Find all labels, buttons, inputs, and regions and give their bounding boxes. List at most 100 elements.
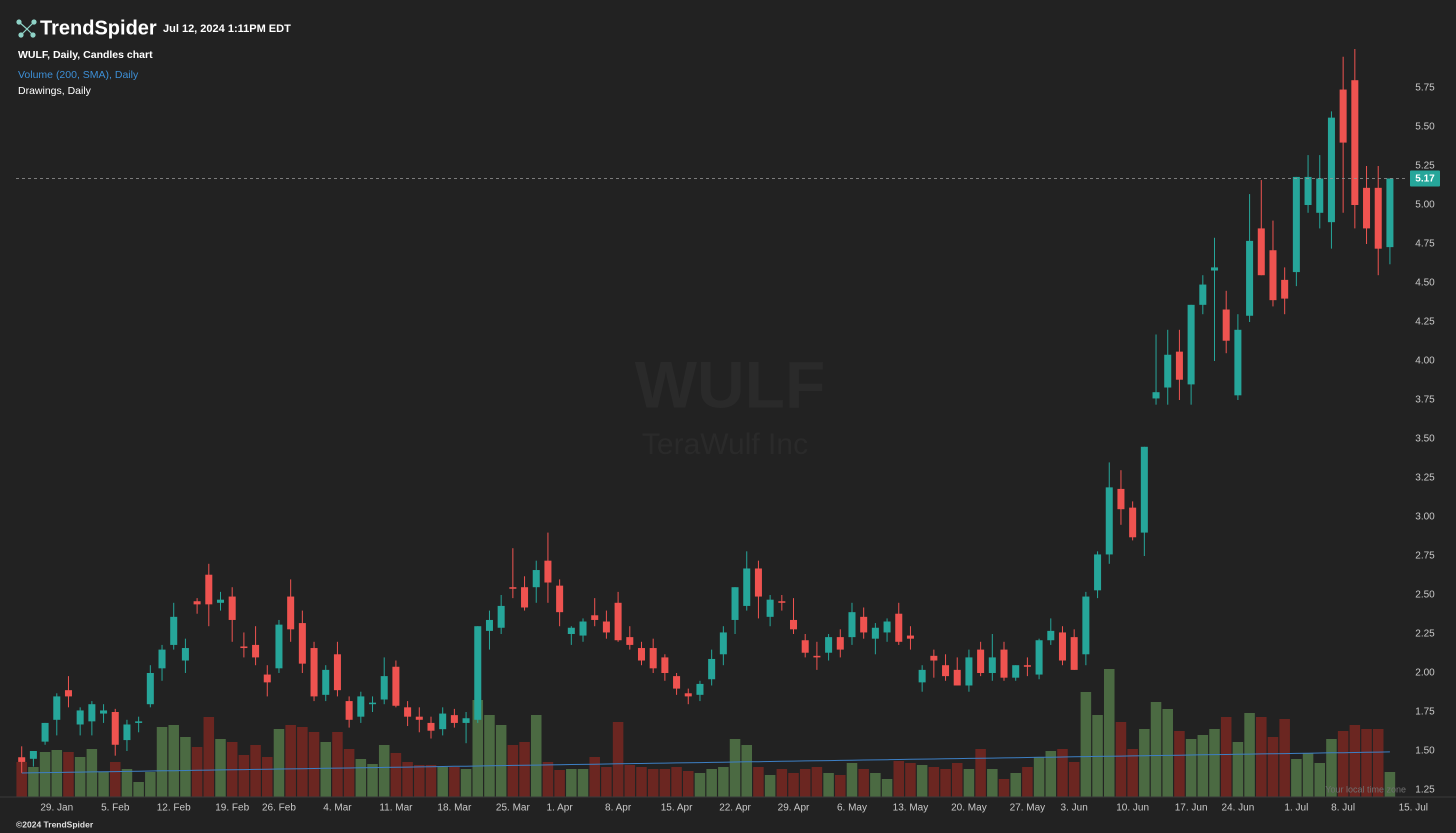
- candle-body: [252, 644, 260, 658]
- candle-body: [567, 627, 575, 634]
- volume-bar: [566, 769, 577, 797]
- volume-bar: [484, 715, 495, 797]
- volume-bar: [659, 769, 671, 797]
- candle-body: [1047, 630, 1055, 641]
- volume-bar: [893, 761, 905, 797]
- candle-body: [743, 568, 751, 606]
- volume-bar: [975, 749, 986, 797]
- volume-bar: [507, 745, 519, 797]
- volume-bar: [1244, 713, 1255, 797]
- candle-body: [988, 657, 996, 673]
- volume-bar: [51, 750, 63, 797]
- candle-body: [1304, 176, 1312, 205]
- candle-body: [719, 632, 727, 655]
- candle-body: [1210, 267, 1219, 271]
- volume-bar: [811, 767, 823, 797]
- x-tick-label: 3. Jun: [1061, 803, 1088, 814]
- volume-bar: [1150, 702, 1162, 797]
- volume-sma-line: [21, 751, 1390, 774]
- candle-body: [64, 690, 72, 697]
- candle-body: [1058, 632, 1066, 661]
- x-tick-label: 18. Mar: [437, 803, 472, 814]
- x-tick-label: 25. Mar: [496, 803, 531, 814]
- candle-body: [673, 676, 681, 689]
- volume-bar: [1127, 749, 1138, 797]
- x-tick-label: 20. May: [951, 803, 987, 814]
- volume-bar: [799, 769, 811, 797]
- volume-bar: [133, 782, 144, 797]
- volume-bar: [28, 767, 39, 797]
- volume-bar: [449, 767, 460, 797]
- volume-bar: [297, 727, 308, 797]
- y-tick-label: 2.75: [1415, 551, 1435, 562]
- volume-bar: [390, 753, 402, 797]
- volume-bar: [683, 771, 694, 797]
- last-price-box: [1410, 170, 1440, 187]
- volume-bar: [858, 769, 869, 797]
- candle-body: [544, 560, 552, 583]
- candle-body: [1035, 640, 1043, 675]
- volume-bar: [98, 772, 109, 797]
- candle-body: [1374, 187, 1382, 249]
- candle-body: [205, 574, 213, 605]
- volume-bar: [1033, 757, 1045, 797]
- candle-body: [1363, 187, 1371, 229]
- candle-body: [181, 648, 189, 661]
- candle-body: [1339, 89, 1347, 143]
- candle-body: [333, 654, 341, 691]
- volume-bar: [998, 779, 1010, 797]
- candle-body: [1140, 446, 1148, 533]
- candle-body: [1327, 117, 1335, 223]
- volume-bar: [1115, 722, 1127, 797]
- candle-body: [918, 669, 926, 683]
- volume-bar: [1174, 731, 1185, 797]
- volume-bar: [1267, 737, 1279, 797]
- candle-body: [790, 619, 798, 630]
- volume-bar: [1232, 742, 1244, 797]
- candle-body: [1175, 351, 1183, 380]
- volume-bar: [1057, 749, 1068, 797]
- candle-body: [591, 615, 599, 620]
- volume-bar: [16, 762, 27, 797]
- candle-body: [1105, 487, 1113, 555]
- logo: [16, 19, 37, 38]
- y-tick-label: 3.75: [1415, 395, 1435, 406]
- volume-bar: [472, 700, 484, 797]
- x-tick-label: 1. Jul: [1284, 803, 1308, 814]
- volume-bar: [191, 747, 203, 797]
- x-tick-label: 8. Apr: [605, 803, 632, 814]
- candle-body: [111, 712, 119, 745]
- volume-bar: [460, 769, 472, 797]
- volume-bar: [86, 749, 98, 797]
- candle-body: [485, 619, 493, 631]
- y-tick-label: 1.75: [1415, 707, 1435, 718]
- candle-body: [450, 715, 458, 723]
- candle-body: [614, 602, 622, 641]
- volume-bar: [624, 765, 636, 797]
- volume-bar: [1256, 717, 1267, 797]
- volume-bar: [355, 759, 367, 797]
- candle-body: [1246, 240, 1254, 316]
- candle-body: [193, 601, 201, 605]
- candle-body: [883, 621, 891, 633]
- candle-body: [754, 568, 762, 597]
- footer: ©2024 TrendSpider: [16, 819, 94, 829]
- candle-body: [953, 669, 961, 686]
- candle-body: [41, 722, 49, 742]
- candle-body: [977, 649, 985, 673]
- candle-body: [860, 616, 868, 633]
- x-tick-label: 12. Feb: [157, 803, 191, 814]
- candle-body: [637, 648, 645, 661]
- candle-body: [1094, 554, 1102, 591]
- price-pane: [18, 49, 1394, 773]
- candle-body: [100, 710, 108, 714]
- volume-bar: [1349, 725, 1361, 797]
- volume-bar: [764, 775, 776, 797]
- volume-bar: [215, 739, 226, 797]
- candle-body: [392, 666, 400, 706]
- volume-bar: [671, 767, 682, 797]
- volume-bar: [987, 769, 998, 797]
- volume-bar: [928, 767, 940, 797]
- x-tick-label: 26. Feb: [262, 803, 296, 814]
